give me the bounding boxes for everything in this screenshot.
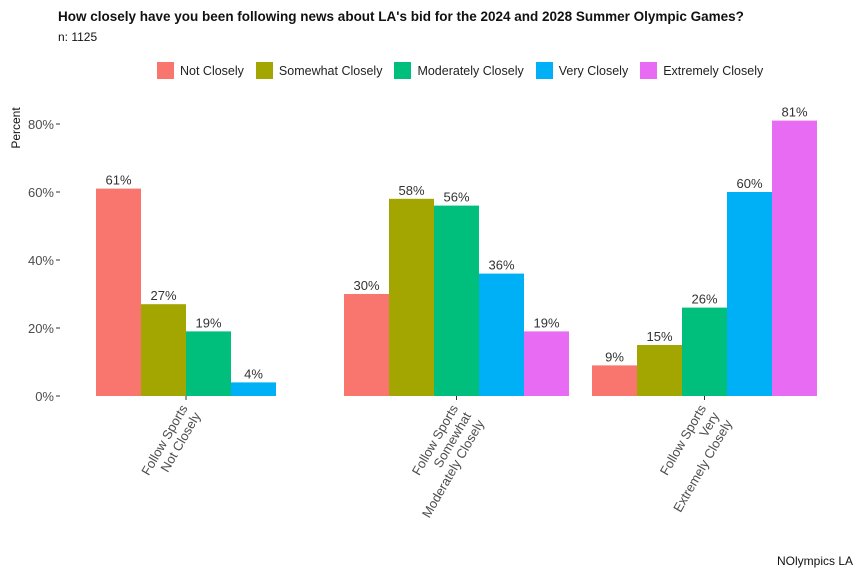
- data-label: 36%: [488, 258, 514, 273]
- data-label: 26%: [691, 292, 717, 307]
- x-tick-label: Follow SportsVeryExtremely Closely: [644, 402, 736, 515]
- bar: [637, 345, 682, 396]
- legend: Not Closely Somewhat Closely Moderately …: [157, 62, 775, 79]
- legend-item-somewhat-closely: Somewhat Closely: [255, 62, 383, 79]
- data-label: 19%: [195, 315, 221, 330]
- data-label: 15%: [646, 329, 672, 344]
- bar: [141, 304, 186, 396]
- bar: [772, 120, 817, 396]
- legend-item-moderately-closely: Moderately Closely: [394, 62, 524, 79]
- y-tick-label: 60%: [28, 185, 54, 200]
- data-label: 81%: [781, 105, 807, 120]
- bar: [96, 188, 141, 396]
- legend-label: Extremely Closely: [663, 63, 764, 78]
- bar: [479, 273, 524, 396]
- caption: NOlympics LA: [776, 554, 853, 568]
- data-label: 30%: [353, 278, 379, 293]
- bar: [389, 198, 434, 396]
- legend-label: Very Closely: [558, 63, 629, 78]
- y-tick-label: 80%: [28, 117, 54, 132]
- x-tick-label: Follow SportsNot Closely: [138, 402, 204, 486]
- y-axis-title: Percent: [9, 107, 23, 149]
- legend-label: Moderately Closely: [417, 63, 524, 78]
- y-tick-label: 20%: [28, 321, 54, 336]
- legend-swatch: [157, 62, 174, 79]
- bar: [186, 331, 231, 396]
- legend-item-extremely-closely: Extremely Closely: [640, 62, 763, 79]
- legend-item-very-closely: Very Closely: [535, 62, 629, 79]
- legend-label: Somewhat Closely: [278, 63, 383, 78]
- legend-swatch: [255, 62, 273, 79]
- data-label: 60%: [736, 176, 762, 191]
- legend-swatch: [535, 62, 553, 79]
- y-tick-label: 0%: [35, 389, 54, 404]
- y-tick-label: 40%: [28, 253, 54, 268]
- chart-title: How closely have you been following news…: [58, 9, 744, 24]
- data-label: 61%: [105, 173, 131, 188]
- chart-subtitle: n: 1125: [58, 30, 98, 44]
- bar: [592, 365, 637, 396]
- legend-item-not-closely: Not Closely: [157, 62, 244, 79]
- bar: [434, 205, 479, 396]
- bar: [231, 382, 276, 396]
- legend-label: Not Closely: [180, 63, 244, 78]
- data-label: 56%: [443, 190, 469, 205]
- bar: [344, 294, 389, 396]
- bar: [524, 331, 569, 396]
- x-tick-label: Follow SportsSomewhatModerately Closely: [393, 402, 488, 521]
- data-label: 27%: [150, 288, 176, 303]
- data-label: 19%: [533, 315, 559, 330]
- bar: [682, 307, 727, 396]
- data-label: 4%: [244, 366, 263, 381]
- legend-swatch: [640, 62, 658, 79]
- x-tick-label-text: Follow SportsVeryExtremely Closely: [644, 402, 735, 515]
- bar: [727, 192, 772, 396]
- x-tick-label-text: Follow SportsNot Closely: [138, 402, 204, 486]
- legend-swatch: [394, 62, 412, 79]
- data-label: 9%: [605, 349, 624, 364]
- data-label: 58%: [398, 183, 424, 198]
- x-tick-label-text: Follow SportsSomewhatModerately Closely: [393, 402, 487, 521]
